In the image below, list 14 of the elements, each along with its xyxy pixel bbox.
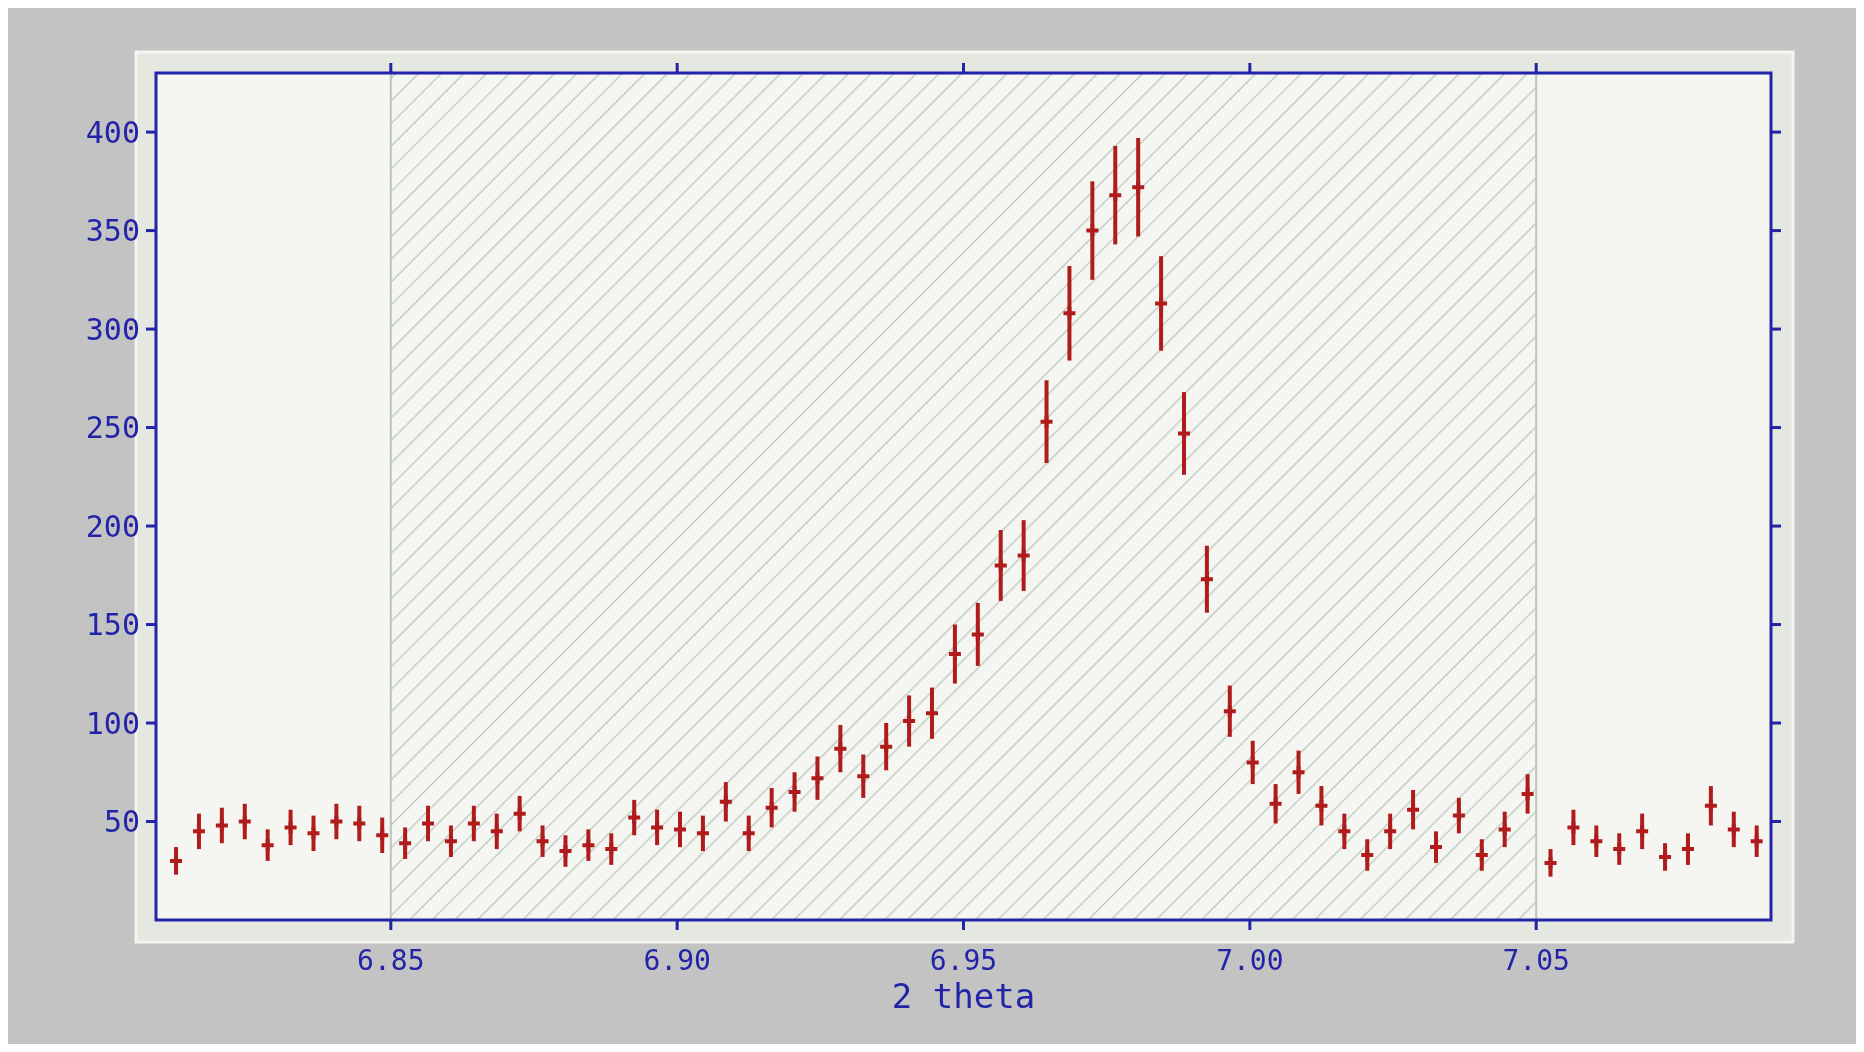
- y-tick-label: 250: [85, 410, 140, 446]
- y-tick-label: 200: [85, 508, 140, 544]
- y-tick-label: 100: [85, 705, 140, 741]
- x-axis-title: 2 theta: [891, 976, 1036, 1016]
- y-tick-label: 300: [85, 311, 140, 347]
- y-tick-label: 50: [103, 804, 140, 840]
- x-tick-label: 6.95: [929, 944, 998, 977]
- y-tick-label: 400: [85, 114, 140, 150]
- x-tick-label: 7.00: [1216, 944, 1284, 977]
- y-tick-label: 350: [85, 213, 140, 249]
- x-tick-label: 6.85: [357, 944, 425, 977]
- y-tick-label: 150: [85, 607, 140, 643]
- x-tick-label: 6.90: [643, 944, 711, 977]
- x-tick-label: 7.05: [1502, 944, 1570, 977]
